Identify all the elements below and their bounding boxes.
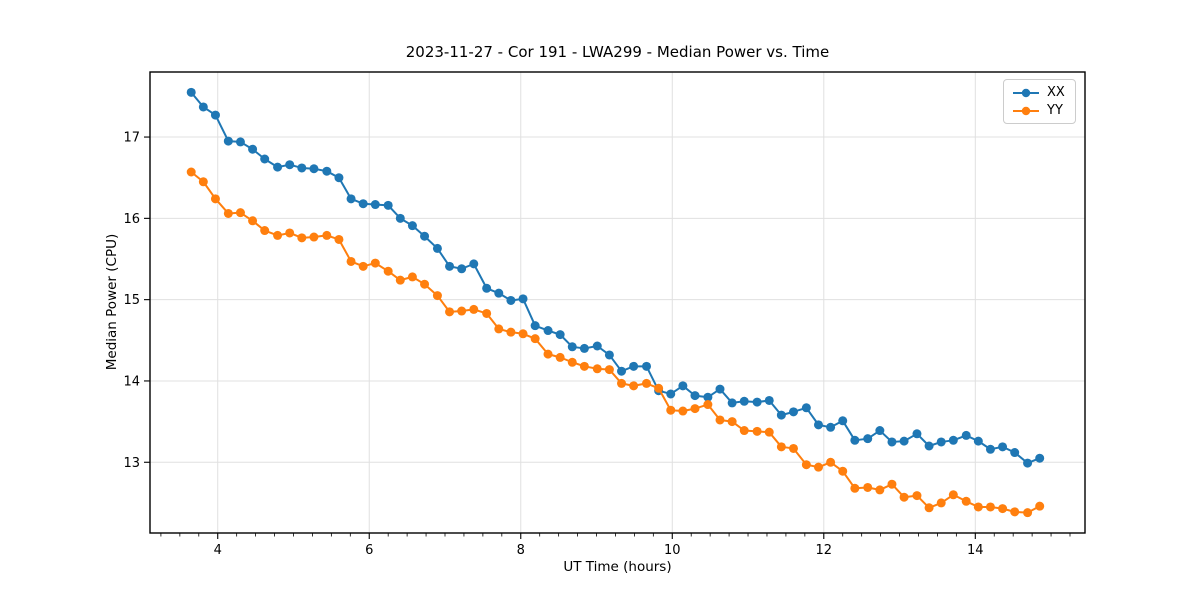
legend-box: XX YY	[1003, 79, 1076, 124]
svg-text:17: 17	[123, 131, 140, 146]
series-yy	[186, 167, 1045, 518]
x-axis-label: UT Time (hours)	[563, 559, 672, 575]
axis-ticks: 4 6 8 10 12 14 13 14 15 16 17	[123, 131, 983, 558]
chart-title: 2023-11-27 - Cor 191 - LWA299 - Median P…	[405, 43, 830, 61]
legend-label: XX	[1047, 85, 1065, 100]
svg-text:14: 14	[123, 374, 140, 389]
svg-text:13: 13	[123, 456, 140, 471]
svg-text:4: 4	[214, 543, 222, 558]
gridlines	[150, 72, 1085, 533]
legend-item-xx: XX	[1013, 85, 1065, 100]
legend-item-yy: YY	[1013, 103, 1065, 118]
svg-text:12: 12	[816, 543, 833, 558]
series-xx	[186, 87, 1045, 468]
svg-text:6: 6	[365, 543, 373, 558]
legend-line-marker-icon	[1013, 106, 1039, 115]
svg-text:10: 10	[664, 543, 681, 558]
svg-text:16: 16	[123, 212, 140, 227]
legend-line-marker-icon	[1013, 88, 1039, 97]
svg-text:8: 8	[517, 543, 525, 558]
svg-text:14: 14	[967, 543, 984, 558]
y-axis-label: Median Power (CPU)	[104, 233, 120, 371]
plot-spines	[149, 71, 1086, 534]
svg-text:15: 15	[123, 293, 140, 308]
legend-label: YY	[1047, 103, 1063, 118]
